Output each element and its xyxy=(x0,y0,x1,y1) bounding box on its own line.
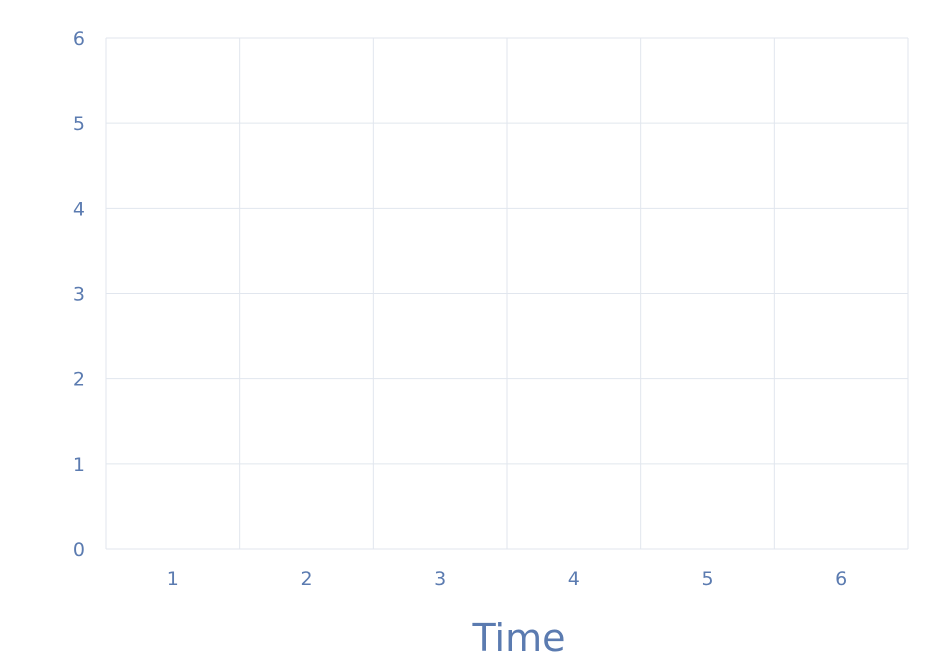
y-tick-label: 0 xyxy=(73,539,85,561)
y-tick-label: 4 xyxy=(73,198,85,220)
y-tick-label: 6 xyxy=(73,28,85,50)
x-tick-label: 6 xyxy=(835,568,847,590)
x-tick-label: 4 xyxy=(568,568,580,590)
x-tick-label: 3 xyxy=(434,568,446,590)
y-tick-label: 5 xyxy=(73,113,85,135)
x-axis-ticks: 1 2 3 4 5 6 xyxy=(167,568,847,590)
x-tick-label: 5 xyxy=(701,568,713,590)
y-tick-label: 2 xyxy=(73,369,85,391)
x-axis-title: Time xyxy=(472,616,566,660)
chart-grid xyxy=(105,37,909,550)
y-tick-label: 1 xyxy=(73,454,85,476)
y-tick-label: 3 xyxy=(73,284,85,306)
y-axis-ticks: 0 1 2 3 4 5 6 xyxy=(73,28,85,561)
x-tick-label: 1 xyxy=(167,568,179,590)
x-tick-label: 2 xyxy=(300,568,312,590)
